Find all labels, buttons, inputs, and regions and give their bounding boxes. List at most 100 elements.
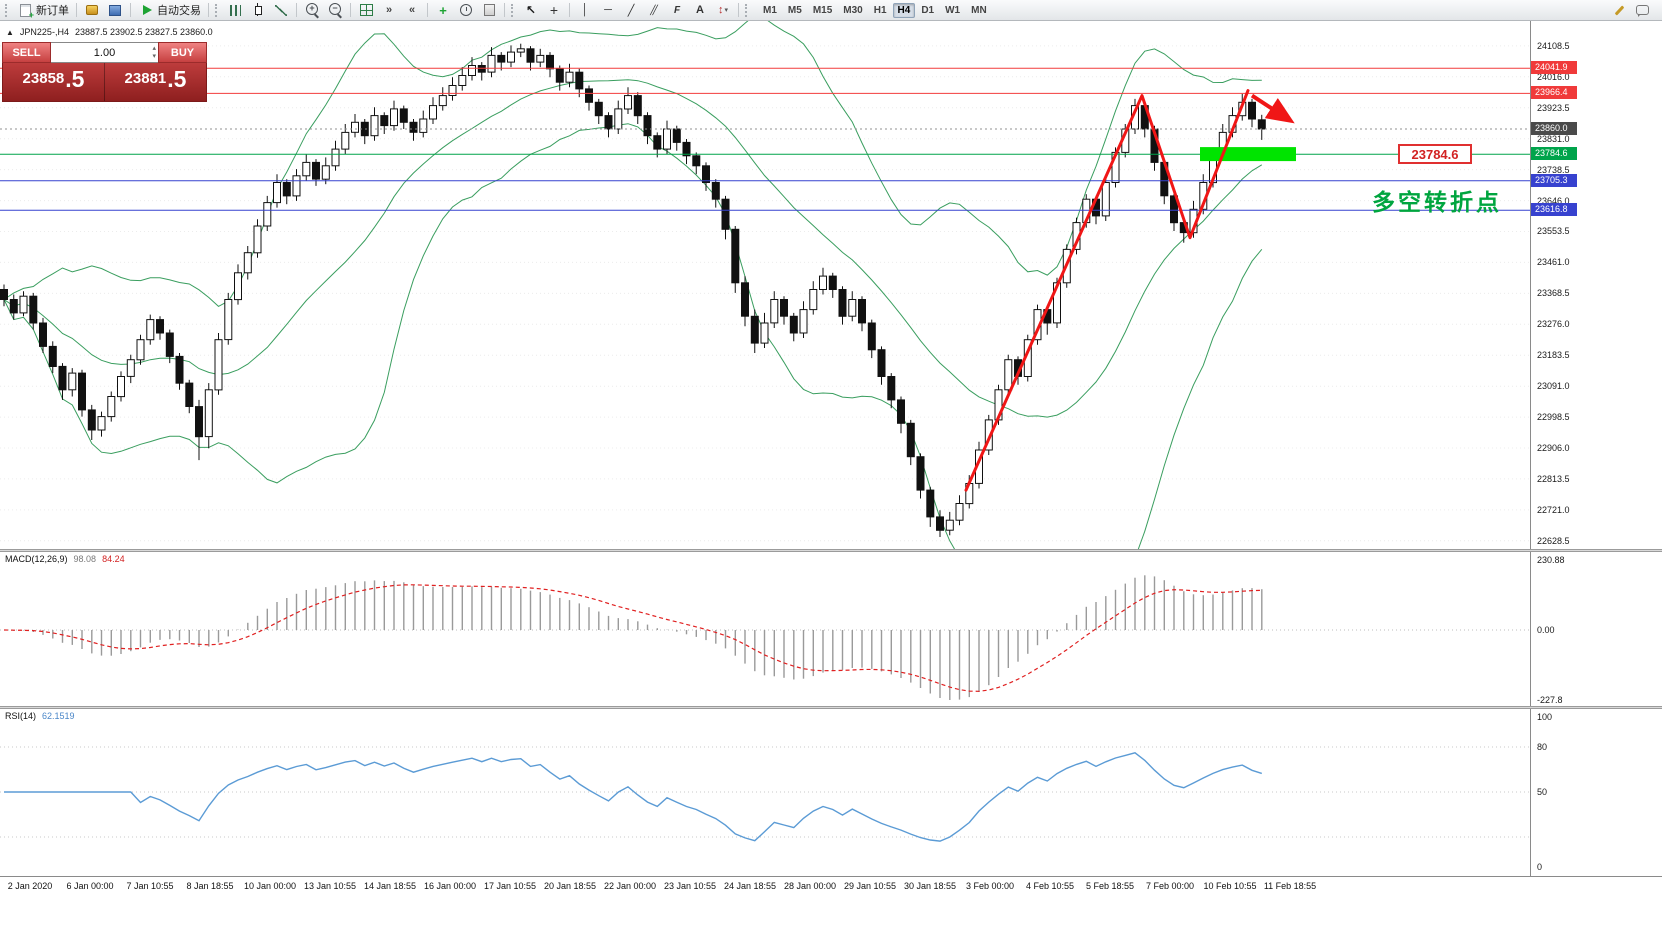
auto-trading-label: 自动交易 [157,5,201,17]
auto-scroll-button[interactable] [378,2,400,19]
time-label: 5 Feb 18:55 [1085,881,1135,891]
price-tick: 23183.5 [1537,350,1570,361]
rsi-scale-tick: 0 [1537,862,1543,872]
zoom-out-button[interactable] [324,2,346,19]
templates-button[interactable] [478,2,500,19]
macd-scale-tick: -227.8 [1537,695,1563,705]
timeframe-m15[interactable]: M15 [812,4,833,16]
macd-scale-tick: 230.88 [1537,555,1565,565]
buy-price[interactable]: 23881 .5 [104,63,206,101]
price-callout-label[interactable]: 23784.6 [1398,144,1472,164]
rsi-name: RSI(14) [5,711,37,721]
text-tool-button[interactable] [689,2,711,19]
vertical-line-tool-button[interactable] [574,2,596,19]
price-tick: 23646.0 [1537,195,1570,206]
time-axis[interactable]: 2 Jan 2020 6 Jan 00:00 7 Jan 10:55 8 Jan 18… [0,876,1662,943]
tile-windows-icon [358,2,374,18]
chart-window: ▲ JPN225-,H4 23887.5 23902.5 23827.5 238… [0,21,1662,943]
toolbar-grip[interactable] [5,3,9,17]
trend-zigzag[interactable] [964,89,1250,492]
timeframe-m5[interactable]: M5 [787,4,802,16]
toolbar-separator [738,3,739,17]
market-depth-button[interactable] [81,2,103,19]
macd-scale[interactable]: 230.88 0.00 -227.8 [1530,552,1662,706]
bar-chart-button[interactable] [224,2,246,19]
trendline-tool-button[interactable] [620,2,642,19]
sell-price[interactable]: 23858 .5 [3,63,104,101]
zoom-in-icon [304,2,320,18]
channel-tool-button[interactable] [643,2,665,19]
candles [0,43,1266,537]
timeframe-mn[interactable]: MN [971,4,987,16]
time-label: 2 Jan 2020 [7,881,53,891]
edit-icon[interactable] [1611,2,1627,18]
timeframe-h4[interactable]: H4 [892,2,916,18]
price-tick: 22628.5 [1537,535,1570,546]
timeframe-m1[interactable]: M1 [763,4,777,16]
vertical-line-tool-icon [577,2,593,18]
macd-scale-tick: 0.00 [1537,625,1555,635]
buy-button[interactable]: BUY [158,42,207,63]
auto-trading-button[interactable]: 自动交易 [135,2,204,19]
line-chart-button[interactable] [270,2,292,19]
horizontal-line-tool-button[interactable] [597,2,619,19]
panel-separator[interactable] [0,549,1662,552]
time-label: 7 Jan 10:55 [126,881,174,891]
price-tag-23705.3: 23705.3 [1531,173,1577,187]
arrows-tool-button[interactable] [712,2,734,19]
highlight-rectangle[interactable] [1200,147,1296,162]
bar-chart-icon [227,2,243,18]
toolbar-separator [504,3,505,17]
tile-windows-button[interactable] [355,2,377,19]
trade-panel-prices: 23858 .5 23881 .5 [2,63,207,102]
volume-value: 1.00 [93,46,116,59]
cursor-icon [523,2,539,18]
sell-button[interactable]: SELL [2,42,51,63]
crosshair-button[interactable] [543,2,565,19]
indicators-list-button[interactable] [432,2,454,19]
chart-shift-icon [404,2,420,18]
zoom-in-button[interactable] [301,2,323,19]
rsi-panel[interactable]: RSI(14) 62.1519 [0,709,1530,876]
main-chart-plot[interactable]: ▲ JPN225-,H4 23887.5 23902.5 23827.5 238… [0,21,1530,549]
volume-up-icon[interactable]: ▴ [152,45,156,52]
volume-spinner[interactable]: ▴ ▾ [152,45,156,61]
rsi-scale[interactable]: 100 80 50 0 [1530,709,1662,876]
cursor-button[interactable] [520,2,542,19]
toolbar-grip[interactable] [511,3,515,17]
timeframe-h1[interactable]: H1 [873,4,887,16]
collapse-trade-panel-icon[interactable]: ▲ [6,27,14,37]
price-scale[interactable]: 24108.5 24016.0 23923.5 23831.0 23738.5 23646… [1530,21,1662,549]
time-label: 17 Jan 10:55 [483,881,537,891]
indicators-list-icon [435,2,451,18]
timeframe-w1[interactable]: W1 [945,4,961,16]
candlestick-chart-button[interactable] [247,2,269,19]
chart-title: ▲ JPN225-,H4 23887.5 23902.5 23827.5 238… [6,27,213,37]
time-label: 6 Jan 00:00 [66,881,114,891]
data-window-button[interactable] [104,2,126,19]
macd-panel[interactable]: MACD(12,26,9) 98.08 84.24 [0,552,1530,706]
periods-button[interactable] [455,2,477,19]
new-order-button[interactable]: 新订单 [14,2,72,20]
community-chat-icon[interactable] [1634,2,1650,18]
toolbar-separator [208,3,209,17]
time-label: 10 Jan 00:00 [243,881,297,891]
toolbar-grip[interactable] [215,3,219,17]
timeframe-m30[interactable]: M30 [843,4,863,16]
toolbar-separator [76,3,77,17]
buy-price-fraction: .5 [167,66,187,92]
fibonacci-tool-button[interactable] [666,2,688,19]
chart-shift-button[interactable] [401,2,423,19]
volume-field[interactable]: 1.00 ▴ ▾ [51,42,158,63]
volume-down-icon[interactable]: ▾ [152,53,156,60]
rsi-scale-tick: 80 [1537,742,1548,752]
time-label: 20 Jan 18:55 [543,881,597,891]
price-tag-23784.6: 23784.6 [1531,147,1577,161]
time-label: 23 Jan 10:55 [663,881,717,891]
timeframe-d1[interactable]: D1 [921,4,935,16]
trend-arrow[interactable] [1250,93,1295,124]
time-label: 8 Jan 18:55 [186,881,234,891]
toolbar-grip[interactable] [745,3,749,17]
time-label: 4 Feb 10:55 [1025,881,1075,891]
panel-separator[interactable] [0,706,1662,709]
